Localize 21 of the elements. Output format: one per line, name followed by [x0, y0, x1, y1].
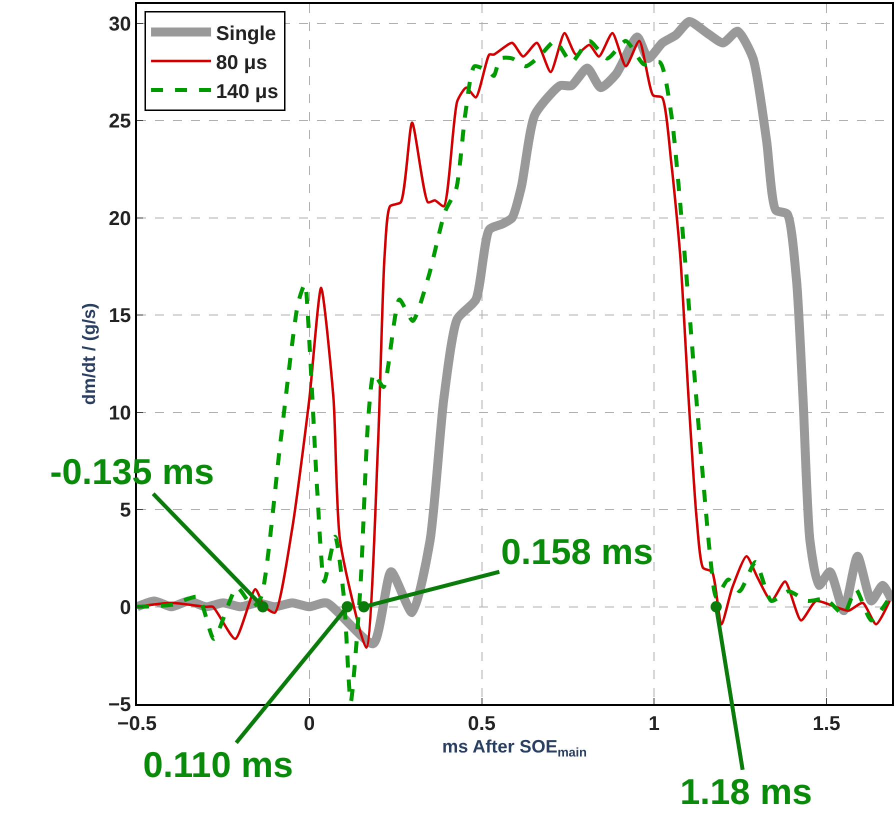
x-tick-label: 1 [648, 713, 660, 735]
y-tick-label: 10 [108, 402, 131, 424]
legend-label: 140 μs [216, 80, 278, 103]
legend-label: Single [216, 22, 276, 45]
annotation: 0.158 ms [501, 531, 654, 572]
x-tick-label: −0.5 [117, 713, 157, 735]
x-tick-label: 0 [304, 713, 315, 735]
y-tick-label: 20 [108, 208, 131, 230]
legend-label: 80 μs [216, 52, 268, 74]
x-tick-label: 0.5 [468, 713, 496, 735]
y-tick-label: 15 [108, 305, 131, 328]
y-tick-label: 30 [108, 13, 131, 36]
y-axis-title: dm/dt / (g/s) [78, 303, 99, 405]
y-tick-label: −5 [108, 694, 131, 716]
y-tick-label: 25 [108, 110, 131, 133]
annotation: 1.18 ms [680, 771, 812, 812]
y-tick-label: 0 [120, 596, 131, 619]
annotation: 0.110 ms [143, 744, 294, 785]
y-tick-label: 5 [120, 500, 131, 522]
x-axis-title: ms After SOE$_{main}$ [442, 736, 587, 760]
x-tick-label: 1.5 [812, 713, 840, 735]
